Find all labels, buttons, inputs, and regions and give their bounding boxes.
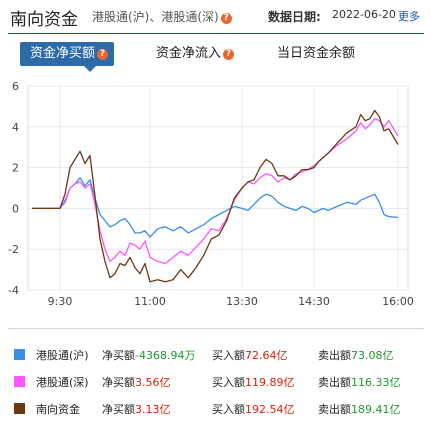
- y-tick-label: 2: [12, 162, 19, 175]
- x-tick-label: 9:30: [48, 295, 73, 308]
- y-tick-label: 4: [12, 121, 19, 134]
- legend-row-hgt: 港股通(沪) 净买额-4368.94万 买入额72.64亿 卖出额73.08亿: [0, 345, 431, 367]
- subtitle: 港股通(沪)、港股通(深)?: [92, 8, 232, 25]
- sell-amount: 卖出额73.08亿: [318, 347, 394, 363]
- legend-row-southbound: 南向资金 净买额3.13亿 买入额192.54亿 卖出额189.41亿: [0, 399, 431, 421]
- net-buy-value: 3.13亿: [135, 403, 171, 416]
- sell-amount: 卖出额189.41亿: [318, 401, 401, 417]
- legend-swatch: [14, 403, 25, 414]
- sell-label: 卖出额: [318, 376, 351, 389]
- legend-swatch: [14, 376, 25, 387]
- help-icon[interactable]: ?: [220, 13, 232, 24]
- y-tick-label: 6: [12, 80, 19, 93]
- help-icon[interactable]: ?: [223, 49, 235, 60]
- sell-value: 189.41亿: [351, 403, 401, 416]
- subtitle-text: 港股通(沪)、港股通(深): [92, 10, 219, 24]
- date-label: 数据日期:: [268, 10, 321, 24]
- tab-daily-balance-label: 当日资金余额: [277, 46, 356, 61]
- x-tick-label: 16:00: [382, 295, 414, 308]
- series-line: [32, 177, 399, 238]
- net-buy: 净买额3.13亿: [102, 401, 171, 417]
- y-tick-label: 0: [12, 202, 19, 215]
- buy-label: 买入额: [212, 349, 245, 362]
- net-buy: 净买额-4368.94万: [102, 347, 195, 363]
- x-tick-label: 11:00: [134, 295, 166, 308]
- header-divider: [8, 33, 424, 34]
- tab-daily-balance[interactable]: 当日资金余额: [277, 42, 355, 66]
- date-value: 2022-06-20: [332, 8, 396, 21]
- tab-net-buy-label: 资金净买额: [30, 46, 96, 61]
- legend-series-name: 港股通(深): [36, 376, 89, 389]
- buy-value: 192.54亿: [245, 403, 295, 416]
- buy-amount: 买入额192.54亿: [212, 401, 295, 417]
- tab-net-inflow[interactable]: 资金净流入?: [156, 42, 235, 66]
- page-title: 南向资金: [10, 10, 78, 30]
- legend-swatch: [14, 349, 25, 360]
- buy-amount: 买入额119.89亿: [212, 374, 295, 390]
- net-buy-label: 净买额: [102, 349, 135, 362]
- tab-net-inflow-label: 资金净流入: [156, 46, 222, 61]
- buy-label: 买入额: [212, 376, 245, 389]
- more-link[interactable]: 更多: [398, 10, 420, 23]
- sell-value: 116.33亿: [351, 376, 401, 389]
- buy-amount: 买入额72.64亿: [212, 347, 288, 363]
- series-line: [32, 117, 399, 265]
- tab-net-buy[interactable]: 资金净买额?: [20, 42, 115, 66]
- sell-value: 73.08亿: [351, 349, 394, 362]
- legend-divider: [8, 328, 424, 329]
- y-tick-label: -4: [8, 284, 19, 297]
- net-buy-value: 3.56亿: [135, 376, 171, 389]
- help-icon[interactable]: ?: [97, 49, 109, 60]
- legend-series-name: 南向资金: [36, 403, 80, 416]
- net-buy-label: 净买额: [102, 376, 135, 389]
- header: 南向资金 港股通(沪)、港股通(深)? 数据日期: 2022-06-20 更多: [0, 0, 431, 34]
- legend-series-name: 港股通(沪): [36, 349, 89, 362]
- line-chart[interactable]: 6 4 2 0 -2 -4 9:30 11:00 13:30 14:30 16:00: [0, 78, 431, 313]
- tab-indicator-arrow: [84, 66, 96, 72]
- buy-label: 买入额: [212, 403, 245, 416]
- net-buy-label: 净买额: [102, 403, 135, 416]
- sell-label: 卖出额: [318, 349, 351, 362]
- sell-label: 卖出额: [318, 403, 351, 416]
- x-tick-label: 13:30: [226, 295, 258, 308]
- buy-value: 72.64亿: [245, 349, 288, 362]
- sell-amount: 卖出额116.33亿: [318, 374, 401, 390]
- buy-value: 119.89亿: [245, 376, 295, 389]
- x-tick-label: 14:30: [298, 295, 330, 308]
- net-buy-value: -4368.94万: [135, 349, 196, 362]
- legend-row-sgt: 港股通(深) 净买额3.56亿 买入额119.89亿 卖出额116.33亿: [0, 372, 431, 394]
- y-tick-label: -2: [8, 243, 19, 256]
- net-buy: 净买额3.56亿: [102, 374, 171, 390]
- series-line: [32, 109, 399, 283]
- chart-canvas[interactable]: 6 4 2 0 -2 -4 9:30 11:00 13:30 14:30 16:00: [0, 78, 431, 313]
